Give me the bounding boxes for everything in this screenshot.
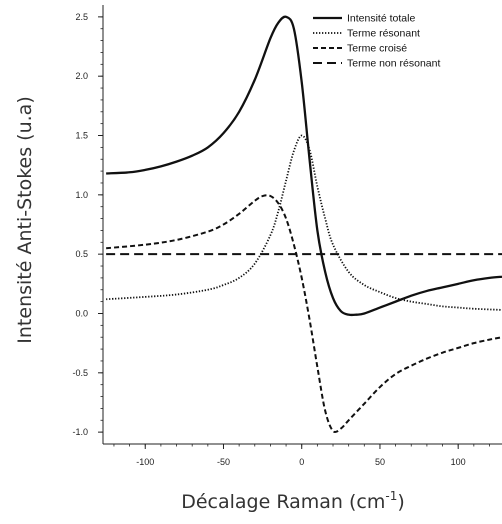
x-tick-label: -100 [136, 457, 154, 467]
y-tick-label: 2.0 [75, 71, 88, 81]
x-axis-title-end: ) [397, 491, 404, 513]
y-tick-label: -0.5 [72, 368, 88, 378]
series-line-2 [106, 134, 502, 311]
legend-label: Intensité totale [347, 13, 415, 25]
x-axis-title-text: Décalage Raman (cm [181, 491, 385, 513]
x-axis-title: Décalage Raman (cm-1) [181, 489, 405, 513]
legend-background [305, 8, 502, 76]
y-axis-title: Intensité Anti-Stokes (u.a) [14, 96, 36, 343]
x-tick-label: 0 [299, 457, 304, 467]
y-tick-label: -1.0 [72, 427, 88, 437]
x-tick-label: 50 [375, 457, 385, 467]
legend-label: Terme résonant [347, 28, 420, 40]
legend-label: Terme croisé [347, 43, 407, 55]
legend: Intensité totale Terme résonant Terme croi… [305, 8, 502, 76]
axes: -1.0 -0.5 0.0 0.5 1.0 1.5 2.0 2.5 -100 -50 0 50 100 [72, 5, 502, 467]
y-tick-label: 1.0 [75, 190, 88, 200]
y-tick-label: 0.5 [75, 249, 88, 259]
y-tick-label: 2.5 [75, 12, 88, 22]
y-tick-label: 1.5 [75, 131, 88, 141]
legend-label: Terme non résonant [347, 58, 440, 70]
x-tick-label: -50 [217, 457, 230, 467]
x-tick-label: 100 [451, 457, 466, 467]
y-tick-label: 0.0 [75, 308, 88, 318]
series-line-3 [106, 194, 502, 434]
series-line-1 [106, 15, 502, 317]
series-lines [106, 15, 502, 434]
x-axis-title-sup: -1 [385, 489, 397, 503]
